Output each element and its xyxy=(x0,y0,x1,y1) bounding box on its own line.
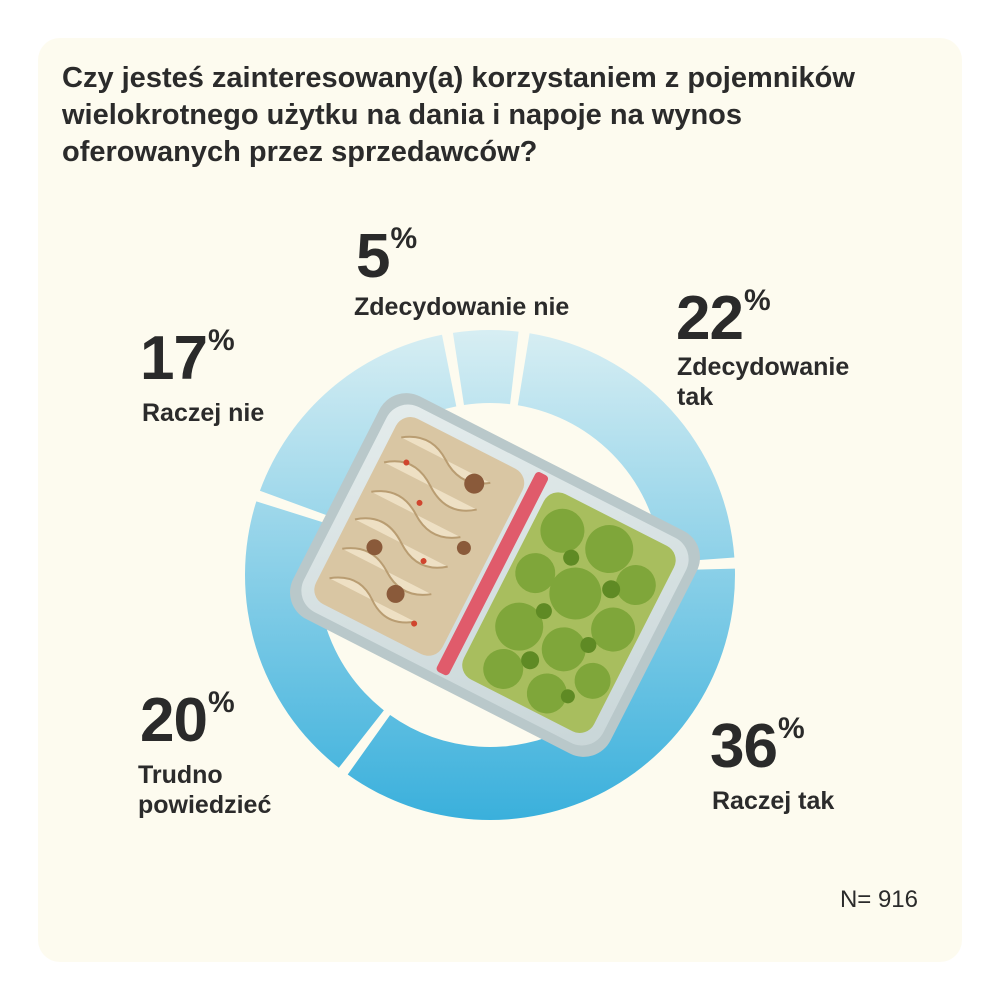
category-label-raczej-nie: Raczej nie xyxy=(142,399,265,427)
pct-value: 20 xyxy=(140,686,208,755)
donut-slice-trudno-powiedziec xyxy=(245,501,384,768)
pct-label-raczej-nie: 17% xyxy=(140,324,235,393)
pct-value: 36 xyxy=(710,712,778,781)
pct-value: 22 xyxy=(676,284,744,353)
category-label-trudno-powiedziec: Trudno powiedzieć xyxy=(138,761,272,819)
pct-value: 5 xyxy=(356,222,390,291)
pct-value: 17 xyxy=(140,324,208,393)
donut-slice-zdecydowanie-tak xyxy=(517,333,735,563)
category-label-zdecydowanie-tak: Zdecydowanie tak xyxy=(677,353,850,411)
pct-sign: % xyxy=(743,284,771,317)
pct-sign: % xyxy=(777,712,805,745)
category-label-raczej-tak: Raczej tak xyxy=(712,787,835,815)
donut-slice-raczej-nie xyxy=(259,334,457,516)
pct-sign: % xyxy=(207,686,235,719)
pct-sign: % xyxy=(207,324,235,357)
category-label-zdecydowanie-nie: Zdecydowanie nie xyxy=(354,293,570,321)
donut-slice-zdecydowanie-nie xyxy=(452,330,519,405)
pct-label-raczej-tak: 36% xyxy=(710,712,805,781)
sample-size-label: N= 916 xyxy=(839,886,918,913)
pct-label-zdecydowanie-nie: 5% xyxy=(356,222,417,291)
pct-label-zdecydowanie-tak: 22% xyxy=(676,284,771,353)
pct-sign: % xyxy=(390,222,417,255)
chart-title: Czy jesteś zainteresowany(a) korzystanie… xyxy=(62,62,855,168)
lunch-box-image xyxy=(290,393,700,757)
donut-slice-raczej-tak xyxy=(347,568,735,820)
pct-label-trudno-powiedziec: 20% xyxy=(140,686,235,755)
